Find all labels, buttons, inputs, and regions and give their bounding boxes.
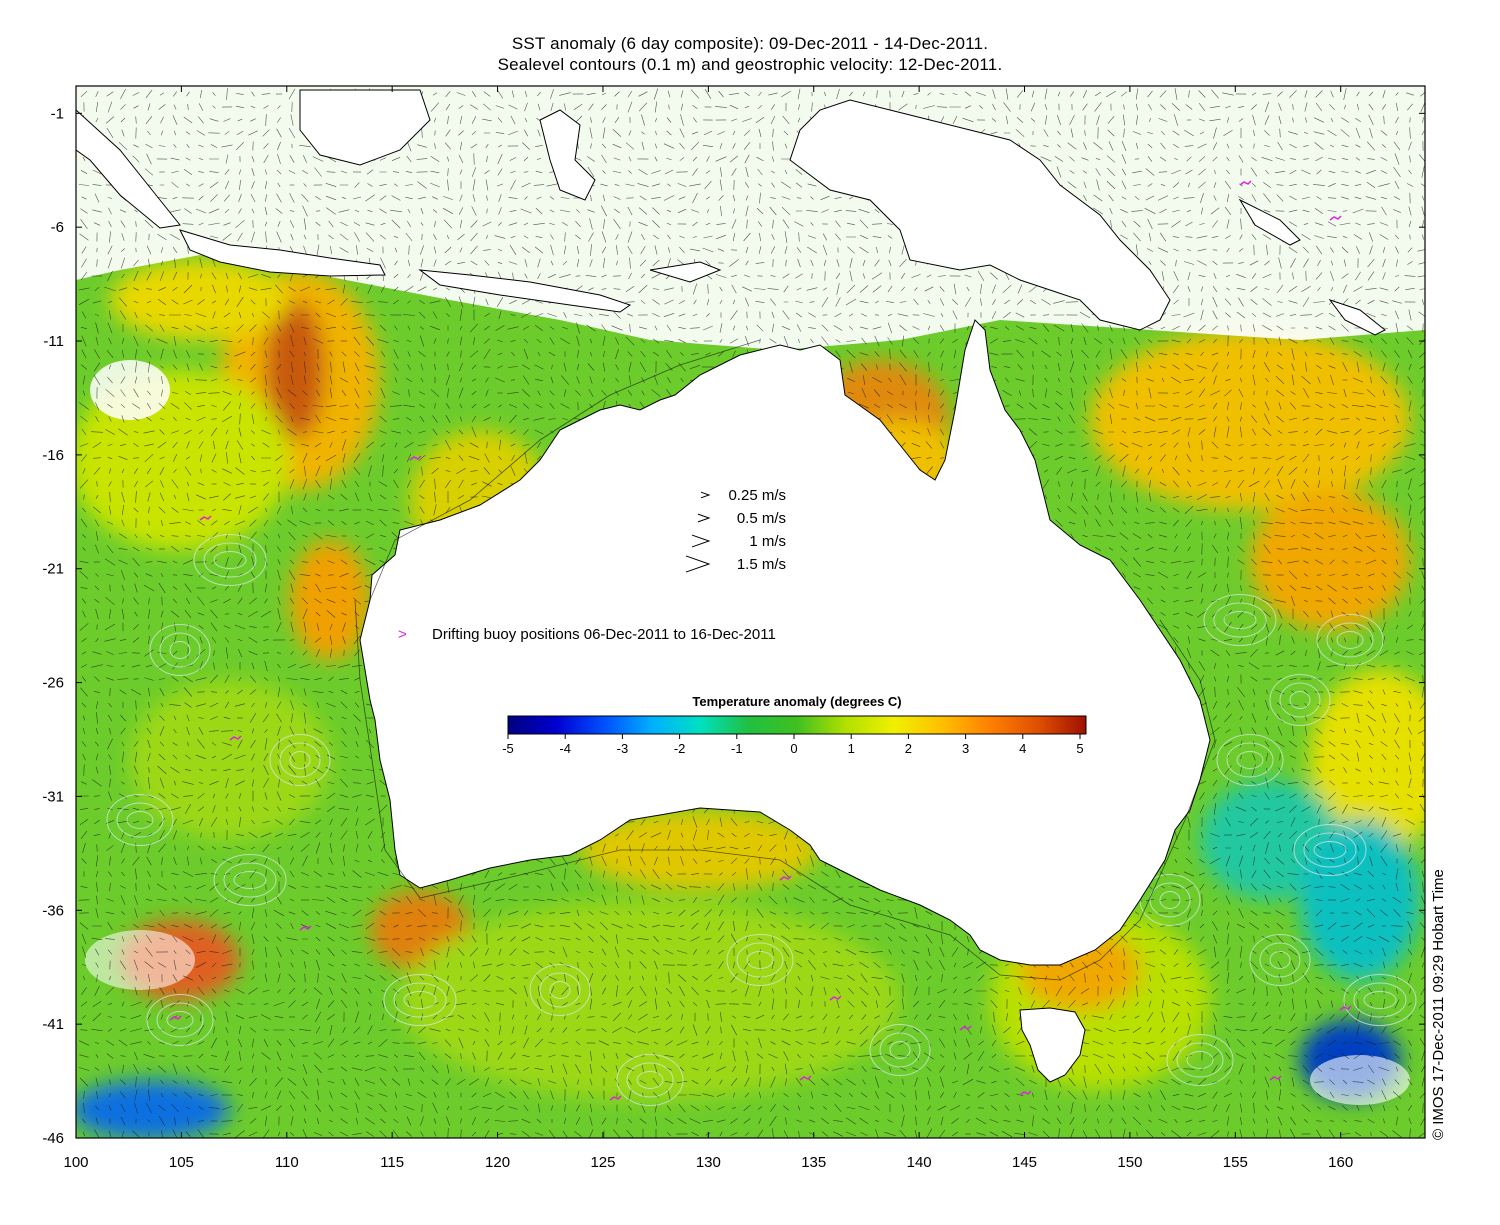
sulawesi: [539, 109, 596, 201]
lat-tick-label: -21: [42, 561, 64, 578]
sst-anomaly-field: [76, 86, 1425, 1138]
drifting-buoy-positions: [169, 180, 1352, 1101]
sealevel-contours: [106, 534, 1417, 1106]
borneo: [299, 89, 431, 166]
new-caledonia: [1328, 299, 1386, 336]
title-line-2: Sealevel contours (0.1 m) and geostrophi…: [497, 55, 1003, 74]
colorbar-tick-label: -5: [502, 741, 514, 756]
velocity-legend-label: 0.25 m/s: [728, 487, 786, 504]
australia-mainland: [359, 319, 1211, 966]
colorbar-tick-label: -2: [674, 741, 686, 756]
title-line-1: SST anomaly (6 day composite): 09-Dec-20…: [511, 34, 989, 53]
shelf-contour-lines: [354, 339, 1216, 981]
java-island: [179, 229, 386, 277]
plot-frame: [75, 85, 1426, 1139]
latitude-tick-labels: -1 -6 -11 -16 -21 -26 -31 -36 -41 -46: [42, 105, 64, 1147]
lon-tick-label: 145: [1012, 1154, 1037, 1171]
timor: [649, 261, 722, 283]
lon-tick-label: 135: [801, 1154, 826, 1171]
velocity-legend-arrow: [697, 513, 711, 523]
lon-tick-label: 125: [590, 1154, 615, 1171]
axis-ticks: [75, 86, 1425, 1139]
velocity-legend-arrow: [700, 491, 711, 499]
colorbar-tick-label: 1: [848, 741, 855, 756]
imos-credit: © IMOS 17-Dec-2011 09:29 Hobart Time: [1430, 869, 1447, 1140]
longitude-tick-labels: 100 105 110 115 120 125 130 135 140 145 150 155 160: [63, 1154, 1353, 1171]
colorbar-title: Temperature anomaly (degrees C): [692, 694, 902, 709]
velocity-legend-arrow: [685, 555, 711, 573]
velocity-legend-label: 1 m/s: [749, 533, 786, 550]
lat-tick-label: -6: [51, 219, 64, 236]
lat-tick-label: -41: [42, 1016, 64, 1033]
velocity-legend-label: 1.5 m/s: [737, 556, 786, 573]
colorbar-tick-label: 2: [905, 741, 912, 756]
lat-tick-label: -26: [42, 675, 64, 692]
lesser-sunda-islands: [418, 269, 632, 313]
colorbar-tick-label: 4: [1019, 741, 1026, 756]
lat-tick-label: -36: [42, 902, 64, 919]
lon-tick-label: 100: [63, 1154, 88, 1171]
sumatra: [76, 109, 181, 229]
lat-tick-label: -31: [42, 788, 64, 805]
colorbar-tick-label: -3: [617, 741, 629, 756]
velocity-legend: 0.25 m/s 0.5 m/s 1 m/s 1.5 m/s: [685, 487, 786, 573]
lon-tick-label: 150: [1117, 1154, 1142, 1171]
colorbar-tick-label: -1: [731, 741, 743, 756]
lon-tick-label: 130: [696, 1154, 721, 1171]
colorbar-tick-label: 3: [962, 741, 969, 756]
lat-tick-label: -16: [42, 447, 64, 464]
lon-tick-label: 160: [1328, 1154, 1353, 1171]
colorbar-gradient: [507, 715, 1087, 735]
lon-tick-label: 105: [169, 1154, 194, 1171]
buoy-legend-symbol: >: [398, 626, 407, 643]
lon-tick-label: 155: [1223, 1154, 1248, 1171]
buoy-legend-label: Drifting buoy positions 06-Dec-2011 to 1…: [432, 626, 776, 643]
colorbar-tick-label: 0: [790, 741, 797, 756]
lat-tick-label: -46: [42, 1130, 64, 1147]
velocity-legend-label: 0.5 m/s: [737, 510, 786, 527]
velocity-legend-arrow: [691, 534, 711, 548]
lon-tick-label: 120: [485, 1154, 510, 1171]
lat-tick-label: -11: [43, 333, 64, 350]
lat-tick-label: -1: [51, 105, 64, 122]
land-masses: [76, 89, 1386, 1083]
colorbar-tick-label: -4: [559, 741, 571, 756]
tasmania: [1019, 1007, 1086, 1083]
new-guinea: [789, 99, 1171, 331]
temperature-colorbar: -5 -4 -3 -2 -1 0 1 2 3 4 5: [502, 715, 1087, 756]
colorbar-tick-labels: -5 -4 -3 -2 -1 0 1 2 3 4 5: [502, 734, 1084, 756]
lon-tick-label: 115: [380, 1154, 404, 1171]
lon-tick-label: 110: [275, 1154, 299, 1171]
lon-tick-label: 140: [907, 1154, 932, 1171]
colorbar-tick-label: 5: [1076, 741, 1083, 756]
solomon-islands: [1238, 198, 1301, 246]
buoy-legend: > Drifting buoy positions 06-Dec-2011 to…: [398, 626, 776, 643]
geostrophic-velocity-arrows: [78, 88, 1425, 1138]
